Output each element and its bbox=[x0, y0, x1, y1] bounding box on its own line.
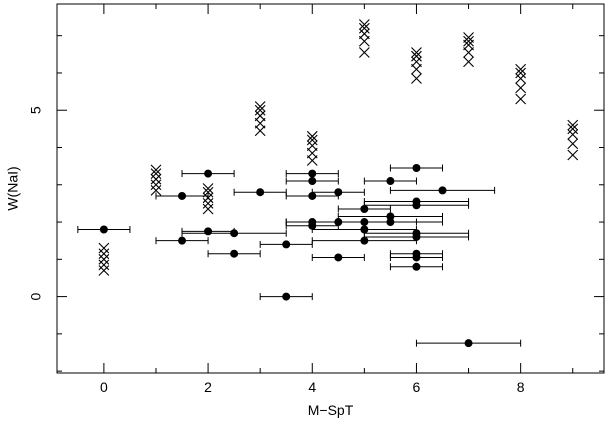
cross-marker bbox=[98, 248, 110, 260]
cross-marker bbox=[515, 67, 527, 79]
data-point bbox=[412, 253, 421, 262]
data-point bbox=[99, 225, 108, 234]
cross-marker bbox=[358, 22, 370, 34]
cross-marker bbox=[567, 138, 579, 150]
cross-marker bbox=[202, 186, 214, 198]
data-point bbox=[386, 218, 395, 227]
cross-marker bbox=[98, 265, 110, 276]
cross-marker bbox=[463, 47, 474, 58]
data-point bbox=[438, 186, 447, 195]
cross-marker bbox=[463, 32, 474, 43]
data-point bbox=[464, 339, 473, 348]
cross-markers bbox=[98, 19, 579, 276]
data-point bbox=[256, 188, 265, 197]
cross-marker bbox=[98, 242, 110, 254]
data-point bbox=[386, 177, 395, 186]
y-axis-label: W(NaI) bbox=[5, 166, 21, 210]
cross-marker bbox=[202, 203, 214, 215]
cross-marker bbox=[150, 168, 162, 179]
x-tick-label: 4 bbox=[308, 379, 316, 395]
data-point bbox=[412, 201, 421, 210]
data-point bbox=[334, 188, 343, 197]
cross-marker bbox=[306, 155, 318, 166]
cross-marker bbox=[411, 63, 422, 75]
data-points bbox=[99, 164, 473, 348]
cross-marker bbox=[567, 119, 579, 131]
cross-marker bbox=[358, 28, 370, 40]
data-point bbox=[386, 212, 395, 221]
data-point bbox=[282, 292, 291, 301]
cross-marker bbox=[567, 129, 579, 140]
cross-marker bbox=[150, 184, 162, 196]
data-point bbox=[308, 177, 317, 186]
data-point bbox=[412, 262, 421, 271]
x-tick-label: 8 bbox=[517, 379, 525, 395]
plot-frame bbox=[56, 3, 605, 374]
data-point bbox=[334, 218, 343, 227]
cross-marker bbox=[254, 110, 266, 122]
cross-marker bbox=[202, 183, 214, 194]
cross-marker bbox=[515, 63, 527, 75]
cross-marker bbox=[254, 101, 266, 112]
cross-marker bbox=[411, 47, 422, 58]
data-point bbox=[230, 249, 239, 258]
cross-marker bbox=[411, 56, 422, 68]
data-point bbox=[360, 236, 369, 245]
data-point bbox=[334, 253, 343, 262]
cross-marker bbox=[411, 50, 422, 62]
cross-marker bbox=[306, 140, 318, 152]
x-tick-label: 6 bbox=[413, 379, 421, 395]
cross-marker bbox=[306, 147, 318, 159]
cross-marker bbox=[98, 259, 110, 271]
cross-marker bbox=[567, 149, 579, 161]
data-point bbox=[360, 205, 369, 213]
cross-marker bbox=[515, 93, 527, 105]
axes: 0 2 4 6 8 0 5 bbox=[28, 3, 605, 395]
cross-marker bbox=[150, 164, 162, 176]
cross-marker bbox=[202, 192, 214, 204]
x-axis-label: M−SpT bbox=[308, 402, 354, 418]
cross-marker bbox=[463, 56, 474, 68]
cross-marker bbox=[411, 73, 422, 84]
cross-marker bbox=[306, 134, 318, 146]
cross-marker bbox=[254, 125, 266, 137]
cross-marker bbox=[306, 130, 318, 142]
data-point bbox=[204, 169, 213, 178]
cross-marker bbox=[202, 198, 214, 209]
data-point bbox=[282, 240, 291, 249]
cross-marker bbox=[515, 82, 527, 94]
cross-marker bbox=[358, 35, 370, 47]
data-point bbox=[230, 229, 239, 238]
cross-marker bbox=[98, 253, 110, 265]
cross-marker bbox=[463, 39, 474, 51]
data-point bbox=[308, 191, 317, 200]
cross-marker bbox=[358, 19, 370, 30]
x-tick-label: 2 bbox=[204, 379, 212, 395]
data-point bbox=[360, 218, 369, 227]
cross-marker bbox=[567, 123, 579, 135]
data-point bbox=[178, 236, 187, 245]
cross-marker bbox=[254, 117, 266, 129]
data-point bbox=[308, 221, 317, 230]
cross-marker bbox=[150, 179, 162, 191]
data-point bbox=[412, 164, 421, 172]
data-point bbox=[308, 169, 317, 178]
cross-marker bbox=[150, 173, 162, 185]
cross-marker bbox=[358, 47, 370, 58]
data-point bbox=[178, 191, 187, 200]
data-point bbox=[360, 225, 369, 234]
data-point bbox=[204, 227, 213, 236]
y-tick-label: 5 bbox=[28, 106, 44, 114]
x-tick-label: 0 bbox=[100, 379, 108, 395]
data-point bbox=[412, 232, 421, 241]
cross-marker bbox=[515, 73, 527, 84]
y-tick-label: 0 bbox=[28, 292, 44, 300]
cross-marker bbox=[463, 35, 474, 47]
cross-marker bbox=[254, 104, 266, 116]
